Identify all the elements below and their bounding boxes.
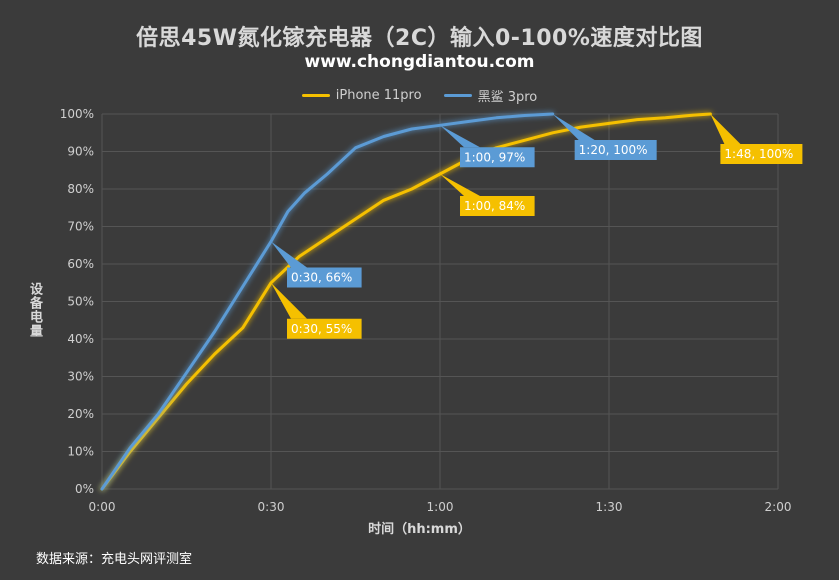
callout-label: 1:00, 97% bbox=[464, 150, 525, 164]
callout-box bbox=[460, 196, 535, 216]
y-tick-label: 30% bbox=[67, 370, 94, 384]
y-tick-label: 20% bbox=[67, 407, 94, 421]
x-tick-label: 2:00 bbox=[765, 500, 792, 514]
x-tick-label: 0:00 bbox=[89, 500, 116, 514]
callout-pointer bbox=[440, 125, 480, 148]
callout-label: 1:20, 100% bbox=[579, 143, 648, 157]
x-tick-label: 0:30 bbox=[258, 500, 285, 514]
y-tick-label: 90% bbox=[67, 145, 94, 159]
callout-pointer bbox=[440, 174, 480, 196]
callout-pointer bbox=[552, 114, 595, 140]
x-tick-label: 1:30 bbox=[596, 500, 623, 514]
y-tick-label: 40% bbox=[67, 332, 94, 346]
callout-box bbox=[720, 144, 803, 164]
callout-pointer bbox=[271, 241, 307, 268]
series-line-0 bbox=[100, 112, 712, 491]
legend-swatch-blackshark bbox=[443, 94, 472, 97]
y-tick-label: 0% bbox=[75, 482, 94, 496]
callout-box bbox=[460, 147, 535, 168]
series-line-1 bbox=[100, 112, 555, 491]
callout-box bbox=[287, 318, 362, 339]
y-tick-label: 100% bbox=[60, 107, 94, 121]
callout-pointer bbox=[710, 114, 741, 144]
callout-box bbox=[287, 267, 362, 288]
x-tick-label: 1:00 bbox=[427, 500, 454, 514]
legend-swatch-iphone bbox=[301, 94, 330, 97]
y-tick-label: 60% bbox=[67, 257, 94, 271]
callout-box bbox=[574, 140, 657, 160]
y-tick-label: 80% bbox=[67, 182, 94, 196]
callout-label: 0:30, 55% bbox=[291, 322, 352, 336]
x-axis-label: 时间（hh:mm） bbox=[368, 522, 471, 537]
callout-pointer bbox=[271, 282, 307, 319]
callout-label: 0:30, 66% bbox=[291, 271, 352, 285]
chart-title: 倍思45W氮化镓充电器（2C）输入0-100%速度对比图 bbox=[136, 26, 703, 51]
y-tick-label: 50% bbox=[67, 295, 94, 309]
legend-item-iphone: iPhone 11pro bbox=[301, 86, 422, 105]
y-tick-label: 10% bbox=[67, 445, 94, 459]
legend-label-iphone: iPhone 11pro bbox=[335, 88, 422, 103]
callout-label: 1:00, 84% bbox=[464, 199, 525, 213]
legend-label-blackshark: 黑鲨 3pro bbox=[477, 90, 538, 105]
source-note: 数据来源：充电头网评测室 bbox=[36, 552, 193, 567]
callout-label: 1:48, 100% bbox=[724, 147, 793, 161]
y-axis-label: 设备电量 bbox=[27, 282, 42, 338]
chart-subtitle: www.chongdiantou.com bbox=[304, 52, 535, 72]
legend: iPhone 11pro 黑鲨 3pro bbox=[0, 86, 839, 105]
y-tick-label: 70% bbox=[67, 220, 94, 234]
legend-item-blackshark: 黑鲨 3pro bbox=[443, 86, 538, 105]
